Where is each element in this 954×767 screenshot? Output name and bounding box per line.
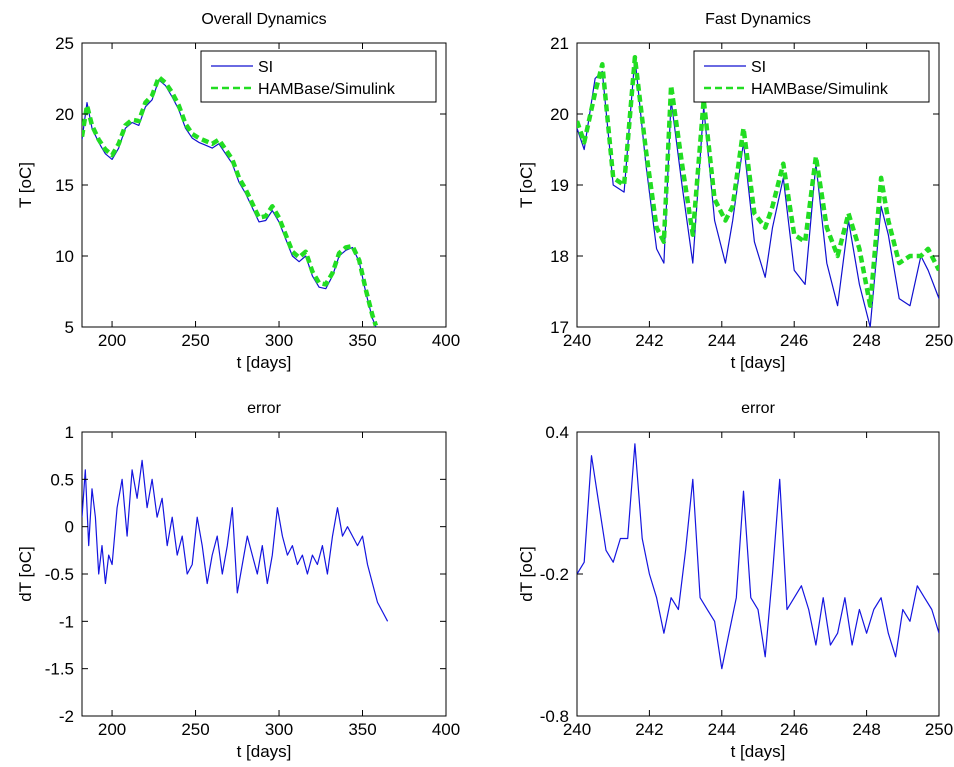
plot-title: Fast Dynamics: [705, 11, 811, 28]
legend-label: HAMBase/Simulink: [258, 81, 396, 98]
x-tick-label: 250: [181, 331, 209, 350]
x-tick-label: 250: [925, 720, 953, 739]
series-line-hambase-simulink: [577, 54, 939, 308]
x-axis-label: t [days]: [731, 353, 786, 372]
y-tick-label: -0.5: [45, 565, 74, 584]
legend: SI HAMBase/Simulink: [200, 50, 437, 103]
x-tick-label: 350: [348, 331, 376, 350]
y-tick-label: 0.4: [545, 423, 569, 442]
x-tick-label: 242: [635, 720, 663, 739]
y-tick-label: -1.5: [45, 660, 74, 679]
legend-label: SI: [258, 59, 273, 76]
chart-error-fast: 240 242 244 246 248 250 -0.8 -0.2 0.4 error t [day…: [517, 400, 953, 761]
x-axis-label: t [days]: [237, 353, 292, 372]
x-tick-label: 200: [98, 720, 126, 739]
series-line-hambase-simulink: [82, 74, 379, 327]
x-tick-label: 246: [780, 720, 808, 739]
chart-error-overall: 200 250 300 350 400 -2 -1.5 -1 -0.5 0 0.5 1 error t […: [16, 400, 460, 761]
series-line-error: [577, 443, 939, 670]
x-tick-label: 244: [708, 720, 736, 739]
x-tick-label: 240: [563, 720, 591, 739]
x-tick-label: 248: [852, 331, 880, 350]
y-tick-label: 0: [65, 518, 74, 537]
x-tick-label: 250: [181, 720, 209, 739]
y-tick-label: 20: [55, 105, 74, 124]
y-tick-label: 17: [550, 318, 569, 337]
legend-label: SI: [751, 59, 766, 76]
y-tick-label: -0.2: [540, 565, 569, 584]
y-axis-label: T [oC]: [517, 162, 536, 208]
legend-label: HAMBase/Simulink: [751, 81, 889, 98]
y-tick-label: 10: [55, 247, 74, 266]
y-tick-label: 25: [55, 34, 74, 53]
y-tick-label: 0.5: [50, 470, 74, 489]
y-tick-label: -1: [59, 612, 74, 631]
x-tick-label: 350: [348, 720, 376, 739]
plot-title: error: [247, 400, 281, 417]
legend-box: [200, 50, 437, 103]
series-line-error: [82, 459, 389, 622]
y-tick-label: 19: [550, 176, 569, 195]
x-tick-label: 246: [780, 331, 808, 350]
plot-area: [576, 431, 940, 717]
x-tick-label: 400: [432, 331, 460, 350]
x-tick-label: 248: [852, 720, 880, 739]
y-tick-label: 15: [55, 176, 74, 195]
plot-title: error: [741, 400, 775, 417]
x-tick-label: 250: [925, 331, 953, 350]
y-tick-label: 18: [550, 247, 569, 266]
y-tick-label: 1: [65, 423, 74, 442]
y-tick-label: -2: [59, 707, 74, 726]
y-tick-label: -0.8: [540, 707, 569, 726]
x-axis-label: t [days]: [731, 742, 786, 761]
y-axis-label: T [oC]: [16, 162, 35, 208]
chart-fast: 240 242 244 246 248 250 17 18 19 20 21 Fast Dynamic…: [517, 11, 953, 372]
y-axis-label: dT [oC]: [16, 546, 35, 601]
y-tick-label: 20: [550, 105, 569, 124]
chart-overall: 200 250 300 350 400 5 10 15 20 25 Overall Dynamics…: [16, 11, 460, 372]
x-tick-label: 300: [265, 720, 293, 739]
y-tick-label: 5: [65, 318, 74, 337]
x-axis-label: t [days]: [237, 742, 292, 761]
y-axis-label: dT [oC]: [517, 546, 536, 601]
x-tick-label: 244: [708, 331, 736, 350]
legend-box: [693, 50, 930, 103]
x-tick-label: 242: [635, 331, 663, 350]
x-tick-label: 300: [265, 331, 293, 350]
x-tick-label: 240: [563, 331, 591, 350]
x-tick-label: 400: [432, 720, 460, 739]
plot-area: [81, 431, 447, 717]
y-tick-label: 21: [550, 34, 569, 53]
x-tick-label: 200: [98, 331, 126, 350]
legend: SI HAMBase/Simulink: [693, 50, 930, 103]
plot-title: Overall Dynamics: [201, 11, 326, 28]
